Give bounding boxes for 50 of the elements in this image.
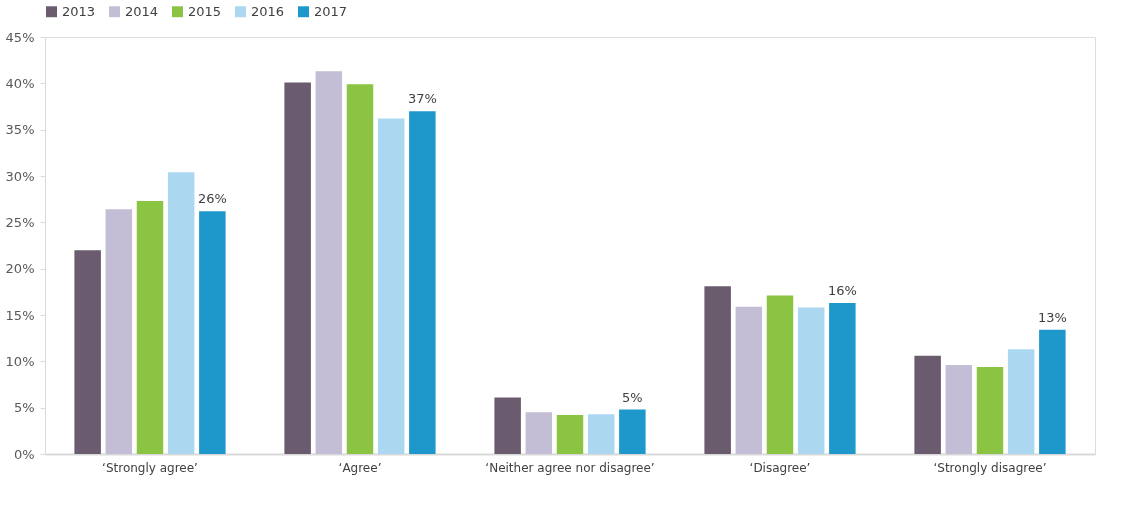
y-tick-label: 30% [5,168,35,184]
data-label: 37% [407,91,437,107]
y-tick-label: 15% [5,307,35,323]
bar [167,172,195,454]
bar [704,286,731,454]
bar [494,397,521,454]
x-tick-label: ‘Agree’ [338,460,382,475]
bar [105,209,133,454]
legend-label: 2014 [125,3,159,19]
y-tick-label: 0% [13,446,35,462]
legend-label: 2015 [188,3,222,19]
x-tick-label: ‘Neither agree nor disagree’ [485,460,655,475]
bar [346,84,374,454]
x-tick-label: ‘Strongly agree’ [102,460,198,475]
bar [409,111,436,454]
bar [914,355,941,454]
bar [74,250,101,454]
bar [525,412,553,454]
y-tick-label: 25% [5,214,35,230]
data-label: 5% [622,389,643,405]
data-label: 13% [1037,309,1067,325]
bar [619,409,646,454]
bar [284,82,311,454]
bar [797,307,825,454]
bar [1039,329,1066,454]
bar [199,211,226,454]
y-tick-label: 20% [5,261,35,277]
bar [587,414,615,454]
bar [1007,349,1035,454]
bar [556,415,584,454]
y-tick-label: 45% [5,29,35,45]
bar [945,365,973,454]
bar [377,118,405,454]
y-tick-label: 40% [5,75,35,91]
legend-label: 2013 [62,3,96,19]
bar [976,366,1004,454]
x-tick-label: ‘Disagree’ [749,460,811,475]
data-label: 16% [827,282,857,298]
bar [315,71,343,454]
data-label: 26% [197,191,227,207]
y-tick-label: 10% [5,353,35,369]
y-tick-label: 5% [13,400,35,416]
x-tick-label: ‘Strongly disagree’ [933,460,1047,475]
legend-label: 2016 [251,3,285,19]
bar [136,201,164,454]
legend-label: 2017 [314,3,348,19]
bar [829,302,856,454]
bar [735,306,763,454]
y-tick-label: 35% [5,122,35,138]
bar [766,295,794,454]
